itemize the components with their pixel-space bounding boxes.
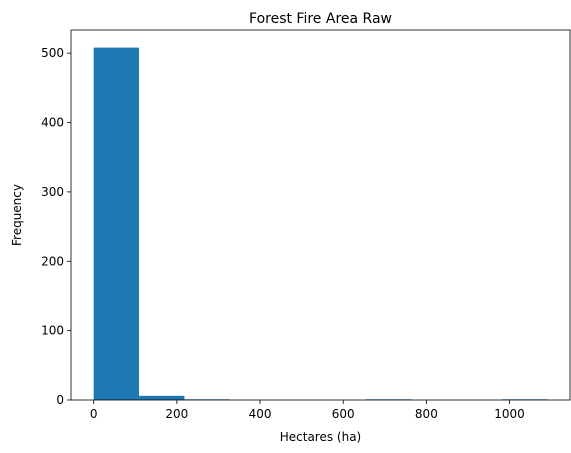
y-tick-label: 500 (41, 46, 64, 60)
y-tick-label: 300 (41, 185, 64, 199)
x-axis-label: Hectares (ha) (280, 430, 362, 444)
chart-title: Forest Fire Area Raw (249, 11, 392, 27)
y-axis-label: Frequency (10, 184, 24, 246)
x-tick-label: 200 (165, 407, 188, 421)
y-tick-label: 400 (41, 116, 64, 130)
bars-group (93, 47, 548, 400)
x-tick-label: 800 (415, 407, 438, 421)
x-tick-label: 1000 (494, 407, 525, 421)
y-tick-label: 200 (41, 254, 64, 268)
x-tick-label: 0 (90, 407, 98, 421)
plot-frame (70, 29, 571, 401)
x-tick-label: 400 (249, 407, 272, 421)
histogram-bar-0 (93, 47, 140, 400)
x-tick-label: 600 (332, 407, 355, 421)
x-axis-ticks: 0 200 400 600 800 1000 (90, 400, 525, 421)
y-tick-label: 100 (41, 324, 64, 338)
y-tick-label: 0 (56, 393, 64, 407)
histogram-bar-1 (139, 395, 185, 400)
y-axis-ticks: 0 100 200 300 400 500 (41, 46, 71, 407)
